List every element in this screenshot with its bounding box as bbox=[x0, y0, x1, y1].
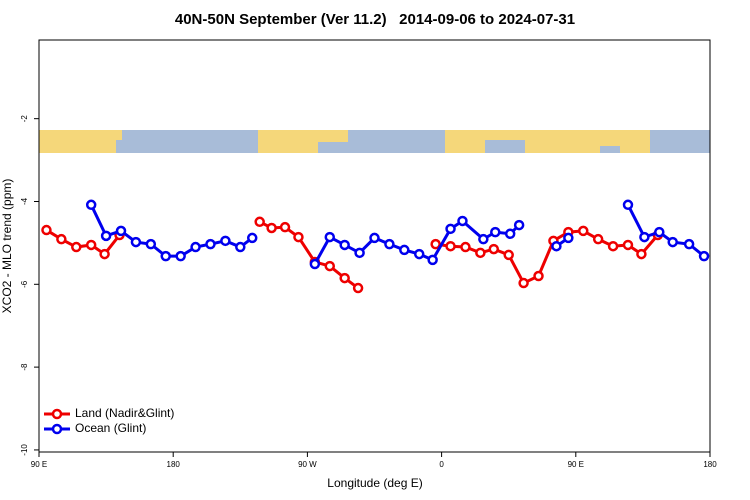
data-point bbox=[254, 216, 265, 228]
data-point bbox=[475, 247, 486, 259]
data-point bbox=[607, 240, 619, 252]
data-point bbox=[578, 225, 589, 237]
map-strip bbox=[39, 130, 710, 153]
data-point bbox=[115, 225, 127, 237]
data-point bbox=[460, 241, 471, 253]
legend-label: Ocean (Glint) bbox=[75, 421, 146, 435]
data-point bbox=[503, 249, 514, 261]
data-point bbox=[533, 270, 544, 282]
data-point bbox=[324, 231, 336, 243]
data-point bbox=[266, 222, 277, 234]
data-point bbox=[667, 236, 678, 248]
data-point bbox=[339, 239, 350, 251]
data-point bbox=[309, 258, 321, 270]
data-point bbox=[85, 239, 97, 251]
data-point bbox=[339, 272, 350, 284]
data-point bbox=[445, 223, 456, 235]
data-point bbox=[279, 221, 291, 233]
x-tick-label: 180 bbox=[703, 460, 717, 469]
x-tick-label: 90 E bbox=[31, 460, 47, 469]
data-point bbox=[413, 248, 425, 260]
legend-marker bbox=[51, 408, 63, 420]
data-point bbox=[130, 236, 142, 248]
data-point bbox=[190, 241, 201, 253]
y-tick-label: -8 bbox=[20, 363, 29, 371]
legend-marker bbox=[51, 423, 63, 435]
data-point bbox=[324, 260, 336, 272]
data-point bbox=[457, 215, 468, 227]
y-axis-label: XCO2 - MLO trend (ppm) bbox=[0, 179, 14, 314]
data-point bbox=[622, 199, 634, 211]
plot-frame bbox=[38, 39, 711, 453]
data-point bbox=[518, 277, 529, 289]
data-point bbox=[551, 240, 562, 252]
data-point bbox=[427, 254, 438, 266]
data-point bbox=[352, 282, 364, 294]
y-tick-label: -4 bbox=[20, 197, 29, 205]
data-point bbox=[354, 247, 365, 259]
data-point bbox=[220, 235, 231, 247]
data-point bbox=[160, 250, 171, 262]
y-tick-label: -2 bbox=[20, 115, 29, 123]
data-point bbox=[478, 233, 489, 245]
data-point bbox=[369, 232, 380, 244]
x-tick-label: 90 W bbox=[298, 460, 317, 469]
data-point bbox=[683, 238, 695, 250]
data-point bbox=[246, 232, 258, 244]
x-tick-label: 90 E bbox=[568, 460, 584, 469]
data-point bbox=[639, 231, 650, 243]
data-point bbox=[445, 240, 456, 252]
data-point bbox=[513, 219, 525, 231]
x-tick-label: 0 bbox=[439, 460, 444, 469]
data-point bbox=[175, 250, 186, 262]
data-point bbox=[622, 239, 634, 251]
data-point bbox=[399, 244, 410, 256]
y-tick-label: -6 bbox=[20, 280, 29, 288]
data-point bbox=[205, 238, 216, 250]
data-point bbox=[235, 241, 246, 253]
data-point bbox=[698, 250, 710, 262]
data-point bbox=[636, 248, 647, 260]
chart-title: 40N-50N September (Ver 11.2) 2014-09-06 … bbox=[175, 11, 575, 28]
data-point bbox=[563, 232, 574, 244]
data-point bbox=[71, 241, 82, 253]
data-point bbox=[504, 228, 516, 240]
data-point bbox=[654, 226, 665, 238]
data-point bbox=[145, 238, 157, 250]
data-point bbox=[56, 233, 67, 245]
data-point bbox=[592, 233, 604, 245]
data-point bbox=[293, 231, 304, 243]
data-point bbox=[430, 238, 441, 250]
data-point bbox=[100, 230, 112, 242]
legend-label: Land (Nadir&Glint) bbox=[75, 406, 174, 420]
y-tick-label: -10 bbox=[20, 444, 29, 456]
x-axis-label: Longitude (deg E) bbox=[327, 476, 422, 490]
data-point bbox=[85, 199, 97, 211]
data-point bbox=[488, 243, 500, 255]
data-point bbox=[41, 224, 52, 236]
data-point bbox=[384, 238, 395, 250]
x-tick-label: 180 bbox=[167, 460, 181, 469]
data-point bbox=[99, 248, 110, 260]
data-point bbox=[490, 226, 501, 238]
